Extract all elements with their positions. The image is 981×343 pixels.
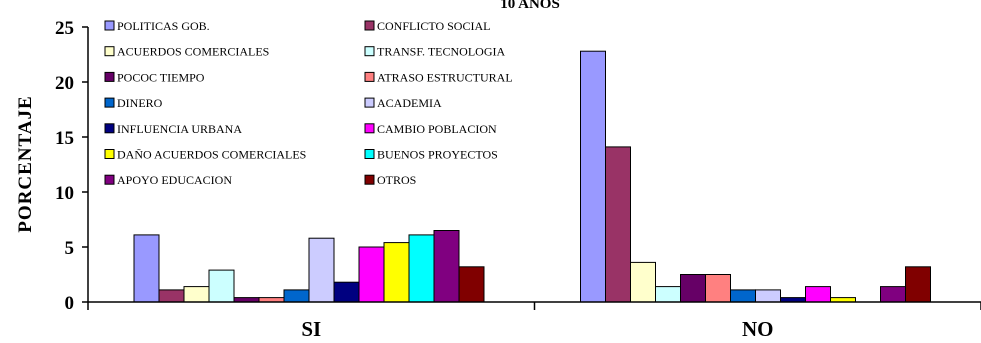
bar-dinero-no	[730, 289, 756, 303]
legend-item: POLITICAS GOB.	[104, 19, 210, 33]
x-category-label: NO	[742, 317, 774, 341]
chart-title: 10 AÑOS	[500, 0, 560, 12]
bar-atraso-estructural-no	[705, 274, 731, 303]
legend-label: BUENOS PROYECTOS	[377, 148, 498, 162]
legend-swatch	[364, 174, 375, 185]
y-tick-label: 20	[55, 73, 74, 94]
legend-label: POLITICAS GOB.	[117, 19, 210, 33]
y-axis: 0 5 10 15 20 25	[55, 18, 88, 314]
legend-swatch	[364, 97, 375, 108]
legend-item: POCOC TIEMPO	[104, 70, 205, 84]
legend-label: CAMBIO POBLACION	[377, 122, 497, 136]
legend-label: OTROS	[377, 173, 416, 187]
bar-politicas-gob-si	[133, 234, 160, 303]
bar-conflicto-social-no	[605, 146, 631, 303]
axes	[87, 27, 981, 310]
legend-label: ATRASO ESTRUCTURAL	[377, 70, 513, 84]
legend-swatch	[104, 97, 115, 108]
legend-label: POCOC TIEMPO	[117, 70, 205, 84]
x-category-label: SI	[301, 317, 321, 341]
legend: POLITICAS GOB. CONFLICTO SOCIAL ACUERDOS C…	[104, 19, 513, 187]
legend-item: APOYO EDUCACION	[104, 173, 232, 187]
legend-label: DINERO	[117, 96, 163, 110]
bar-pococ-tiempo-no	[680, 274, 706, 303]
legend-swatch	[104, 20, 115, 31]
legend-swatch	[364, 71, 375, 82]
legend-swatch	[104, 71, 115, 82]
bar-acuerdos-comerciales-si	[183, 286, 210, 303]
legend-item: ACADEMIA	[364, 96, 442, 110]
legend-item: ACUERDOS COMERCIALES	[104, 45, 269, 59]
bar-transf-tecnologia-si	[208, 269, 235, 303]
legend-item: BUENOS PROYECTOS	[364, 148, 498, 162]
legend-label: APOYO EDUCACION	[117, 173, 232, 187]
legend-label: ACADEMIA	[377, 96, 442, 110]
legend-swatch	[364, 123, 375, 134]
bar-politicas-gob-no	[580, 50, 606, 303]
bar-series-group	[133, 50, 931, 303]
legend-item: DAÑO ACUERDOS COMERCIALES	[104, 148, 306, 162]
bar-dinero-si	[283, 289, 310, 303]
y-tick-label: 25	[55, 18, 74, 39]
legend-label: CONFLICTO SOCIAL	[377, 19, 490, 33]
legend-swatch	[104, 46, 115, 57]
bar-otros-si	[458, 266, 485, 303]
legend-swatch	[104, 123, 115, 134]
bar-cambio-poblacion-si	[358, 246, 385, 303]
bar-transf-tecnologia-no	[655, 286, 681, 303]
legend-swatch	[104, 149, 115, 159]
y-tick-label: 10	[55, 183, 74, 204]
bar-apoyo-educacion-si	[433, 230, 460, 303]
bar-apoyo-educacion-no	[880, 286, 906, 303]
bar-da-o-acuerdos-comerciales-si	[383, 242, 410, 303]
x-axis-categories: SI NO	[301, 317, 773, 341]
legend-swatch	[364, 149, 375, 159]
y-tick-label: 15	[55, 128, 74, 149]
legend-item: OTROS	[364, 173, 416, 187]
bar-influencia-urbana-si	[333, 281, 360, 303]
legend-swatch	[104, 174, 115, 185]
y-axis-label: PORCENTAJE	[15, 95, 36, 232]
y-tick-label: 0	[65, 293, 75, 314]
bar-otros-no	[905, 266, 931, 303]
legend-item: INFLUENCIA URBANA	[104, 122, 242, 136]
bar-acuerdos-comerciales-no	[630, 261, 656, 303]
bar-cambio-poblacion-no	[805, 286, 831, 303]
legend-label: INFLUENCIA URBANA	[117, 122, 242, 136]
legend-item: DINERO	[104, 96, 163, 110]
bar-academia-si	[308, 237, 335, 303]
y-tick-label: 5	[65, 238, 75, 259]
legend-item: TRANSF. TECNOLOGIA	[364, 45, 505, 59]
legend-label: DAÑO ACUERDOS COMERCIALES	[117, 148, 306, 162]
bar-academia-no	[755, 289, 781, 303]
legend-item: CAMBIO POBLACION	[364, 122, 497, 136]
legend-swatch	[364, 20, 375, 31]
legend-swatch	[364, 46, 375, 57]
legend-label: ACUERDOS COMERCIALES	[117, 45, 269, 59]
bar-buenos-proyectos-si	[408, 234, 435, 303]
legend-item: CONFLICTO SOCIAL	[364, 19, 490, 33]
bar-conflicto-social-si	[158, 289, 185, 303]
legend-label: TRANSF. TECNOLOGIA	[377, 45, 505, 59]
legend-item: ATRASO ESTRUCTURAL	[364, 70, 513, 84]
